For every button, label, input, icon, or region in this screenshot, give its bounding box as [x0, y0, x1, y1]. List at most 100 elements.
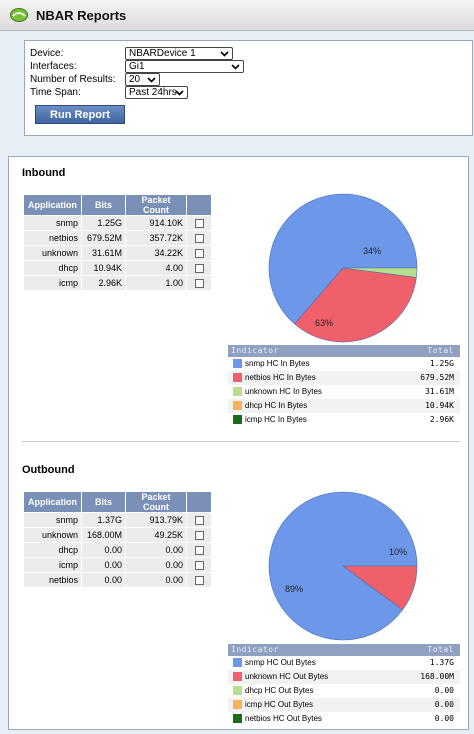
- row-checkbox[interactable]: [194, 219, 204, 229]
- legend-swatch: [233, 686, 242, 696]
- column-header-application[interactable]: Application: [24, 195, 81, 215]
- timespan-select-value: Past 24hrs: [129, 87, 177, 98]
- outbound-legend: Indicator Total snmp HC Out Bytes 1.37G …: [228, 644, 460, 726]
- legend-label: snmp HC In Bytes: [245, 359, 310, 368]
- table-row: icmp 2.96K 1.00: [24, 276, 211, 290]
- packet-count-cell: 4.00: [126, 261, 186, 275]
- bits-cell: 0.00: [82, 558, 125, 572]
- legend-label: dhcp HC In Bytes: [245, 401, 308, 410]
- application-cell: icmp: [24, 558, 81, 572]
- chevron-down-icon: [147, 77, 156, 83]
- legend-swatch: [233, 359, 242, 369]
- column-header-packet-count[interactable]: Packet Count: [126, 492, 186, 512]
- column-header-application[interactable]: Application: [24, 492, 81, 512]
- bits-cell: 168.00M: [82, 528, 125, 542]
- application-cell: unknown: [24, 528, 81, 542]
- row-checkbox-cell: [187, 246, 211, 260]
- legend-label: netbios HC Out Bytes: [245, 714, 322, 723]
- packet-count-cell: 357.72K: [126, 231, 186, 245]
- row-checkbox[interactable]: [194, 234, 204, 244]
- legend-row: unknown HC Out Bytes 168.00M: [228, 670, 460, 684]
- bits-cell: 1.37G: [82, 513, 125, 527]
- chevron-down-icon: [220, 51, 229, 57]
- legend-swatch: [233, 401, 242, 411]
- legend-header: Indicator Total: [228, 345, 460, 357]
- legend-swatch: [233, 700, 242, 710]
- interfaces-select[interactable]: Gi1: [125, 60, 244, 73]
- pie-slice-label: 63%: [315, 318, 333, 328]
- column-header-bits[interactable]: Bits: [82, 195, 125, 215]
- row-checkbox-cell: [187, 573, 211, 587]
- legend-value: 31.61M: [425, 387, 454, 396]
- pie-slice-label: 10%: [389, 547, 407, 557]
- column-header-bits[interactable]: Bits: [82, 492, 125, 512]
- results-select[interactable]: 20: [125, 73, 160, 86]
- legend-label: netbios HC In Bytes: [245, 373, 316, 382]
- row-checkbox[interactable]: [194, 516, 204, 526]
- table-row: snmp 1.37G 913.79K: [24, 513, 211, 527]
- packet-count-cell: 34.22K: [126, 246, 186, 260]
- outbound-title: Outbound: [22, 464, 75, 476]
- row-checkbox[interactable]: [194, 576, 204, 586]
- legend-swatch: [233, 415, 242, 425]
- interfaces-label: Interfaces:: [30, 61, 77, 72]
- legend-label: icmp HC In Bytes: [245, 415, 307, 424]
- legend-value: 168.00M: [420, 672, 454, 681]
- row-checkbox-cell: [187, 543, 211, 557]
- report-panel: Inbound Application Bits Packet Count sn…: [8, 156, 469, 730]
- legend-label: icmp HC Out Bytes: [245, 700, 314, 709]
- application-cell: dhcp: [24, 543, 81, 557]
- packet-count-cell: 914.10K: [126, 216, 186, 230]
- inbound-pie-chart: 34% 63%: [268, 193, 418, 343]
- table-row: netbios 0.00 0.00: [24, 573, 211, 587]
- bits-cell: 2.96K: [82, 276, 125, 290]
- inbound-table: Application Bits Packet Count snmp 1.25G…: [23, 194, 212, 291]
- row-checkbox[interactable]: [194, 264, 204, 274]
- legend-value: 0.00: [434, 714, 454, 723]
- row-checkbox-cell: [187, 558, 211, 572]
- legend-label: unknown HC In Bytes: [245, 387, 322, 396]
- legend-row: snmp HC Out Bytes 1.37G: [228, 656, 460, 670]
- table-row: unknown 168.00M 49.25K: [24, 528, 211, 542]
- timespan-select[interactable]: Past 24hrs: [125, 86, 188, 99]
- table-row: icmp 0.00 0.00: [24, 558, 211, 572]
- application-cell: unknown: [24, 246, 81, 260]
- bits-cell: 679.52M: [82, 231, 125, 245]
- row-checkbox-cell: [187, 231, 211, 245]
- legend-row: unknown HC In Bytes 31.61M: [228, 385, 460, 399]
- application-cell: snmp: [24, 513, 81, 527]
- column-header-select: [187, 492, 211, 512]
- packet-count-cell: 1.00: [126, 276, 186, 290]
- inbound-legend: Indicator Total snmp HC In Bytes 1.25G n…: [228, 345, 460, 427]
- legend-value: 1.37G: [429, 658, 454, 667]
- bits-cell: 0.00: [82, 573, 125, 587]
- legend-row: netbios HC In Bytes 679.52M: [228, 371, 460, 385]
- report-form: Device: NBARDevice 1 Interfaces: Gi1 Num…: [24, 40, 473, 136]
- pie-slice-netbios: [294, 267, 417, 343]
- nbar-logo-icon: [10, 8, 28, 22]
- row-checkbox[interactable]: [194, 531, 204, 541]
- legend-value: 1.25G: [429, 359, 454, 368]
- row-checkbox[interactable]: [194, 561, 204, 571]
- column-header-packet-count[interactable]: Packet Count: [126, 195, 186, 215]
- row-checkbox[interactable]: [194, 279, 204, 289]
- table-row: dhcp 10.94K 4.00: [24, 261, 211, 275]
- pie-slice-label: 34%: [363, 246, 381, 256]
- legend-header-indicator: Indicator: [231, 346, 279, 355]
- inbound-table-header: Application Bits Packet Count: [24, 195, 211, 215]
- chevron-down-icon: [175, 90, 184, 96]
- page-title: NBAR Reports: [36, 7, 127, 23]
- table-row: netbios 679.52M 357.72K: [24, 231, 211, 245]
- legend-row: dhcp HC In Bytes 10.94K: [228, 399, 460, 413]
- device-select[interactable]: NBARDevice 1: [125, 47, 233, 60]
- bits-cell: 10.94K: [82, 261, 125, 275]
- chevron-down-icon: [231, 64, 240, 70]
- legend-label: unknown HC Out Bytes: [245, 672, 329, 681]
- run-report-button[interactable]: Run Report: [35, 105, 125, 124]
- legend-value: 0.00: [434, 700, 454, 709]
- application-cell: netbios: [24, 573, 81, 587]
- pie-slice-label: 89%: [285, 584, 303, 594]
- row-checkbox[interactable]: [194, 249, 204, 259]
- bits-cell: 31.61M: [82, 246, 125, 260]
- row-checkbox[interactable]: [194, 546, 204, 556]
